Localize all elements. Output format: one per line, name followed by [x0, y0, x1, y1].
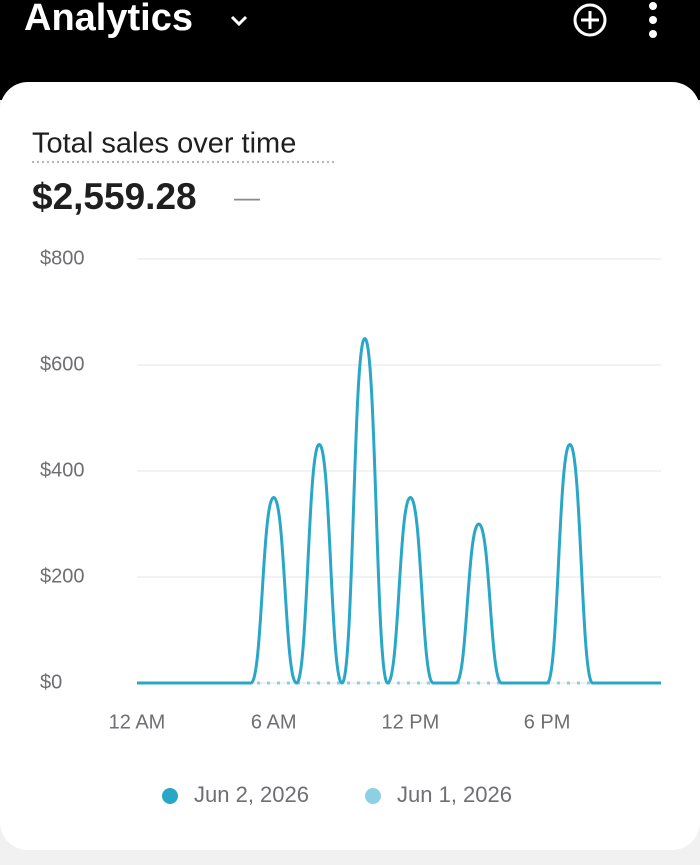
more-menu[interactable] — [649, 2, 657, 38]
y-tick-label: $400 — [40, 459, 85, 481]
x-tick-label: 6 AM — [251, 711, 297, 733]
legend-swatch — [365, 788, 381, 804]
dropdown-chevron[interactable] — [230, 15, 248, 27]
page-title[interactable]: Analytics — [24, 0, 193, 39]
card — [0, 82, 700, 850]
x-tick-label: 12 PM — [381, 711, 439, 733]
comparison-value: — — [234, 182, 260, 212]
y-tick-label: $0 — [40, 671, 62, 693]
legend-label: Jun 2, 2026 — [194, 782, 309, 807]
x-tick-label: 6 PM — [524, 711, 571, 733]
plot: $0 $200 $400 $600 $800 12 AM 6 AM 12 PM 6 PM Jun … — [40, 247, 661, 807]
total-value: $2,559.28 — [32, 176, 197, 217]
x-tick-label: 12 AM — [109, 711, 166, 733]
y-tick-label: $600 — [40, 353, 85, 375]
y-tick-label: $800 — [40, 247, 85, 269]
card-title[interactable]: Total sales over time — [32, 128, 296, 160]
legend-label: Jun 1, 2026 — [397, 782, 512, 807]
y-tick-label: $200 — [40, 565, 85, 587]
add-button[interactable] — [573, 3, 607, 37]
series-line — [136, 337, 661, 685]
legend-swatch — [162, 788, 178, 804]
